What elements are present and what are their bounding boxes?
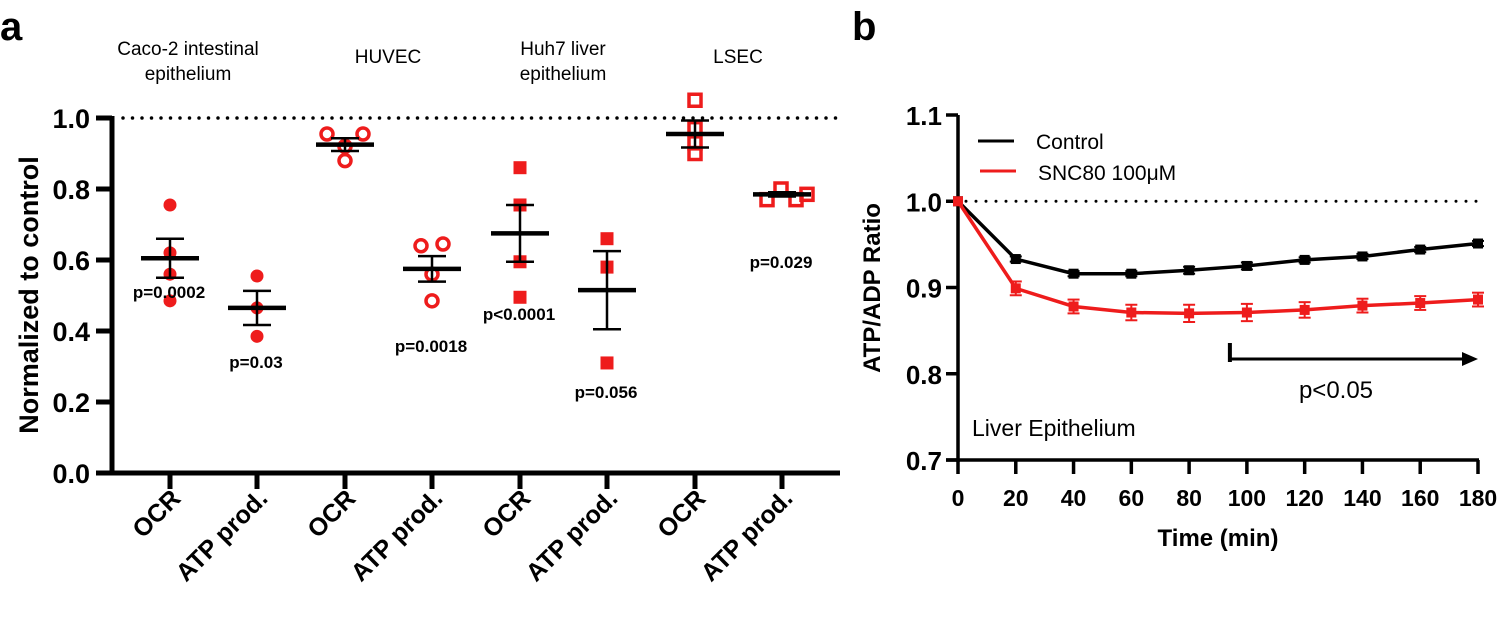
y-tick-label: 0.0 — [52, 459, 90, 489]
group-title: Huh7 liver — [520, 39, 606, 60]
x-tick-label: 0 — [952, 485, 965, 511]
y-tick-label: 0.8 — [906, 360, 942, 390]
data-point — [953, 196, 963, 207]
x-tick-label: OCR — [127, 484, 186, 543]
data-point — [1357, 251, 1368, 262]
p-value-label: p<0.0001 — [483, 305, 555, 324]
x-tick-label: OCR — [477, 484, 536, 543]
p-value-label: p=0.0018 — [395, 337, 467, 356]
data-point — [1068, 301, 1079, 312]
data-point — [163, 294, 177, 308]
panel-b-chart: 0.7 0.8 0.9 1.0 1.1 0 20 40 60 80 100 120 140 160 180 — [906, 101, 1497, 511]
y-tick-label: 0.2 — [52, 388, 90, 418]
data-point — [355, 126, 371, 142]
data-point — [1126, 307, 1137, 318]
data-point — [1299, 304, 1310, 315]
x-tick-label: ATP prod. — [171, 484, 274, 587]
data-point — [1473, 238, 1483, 249]
data-point — [1010, 254, 1021, 265]
group-title: epithelium — [145, 64, 232, 85]
data-point — [337, 152, 353, 169]
x-tick-label: 120 — [1285, 485, 1323, 511]
group-title: Caco-2 intestinal — [117, 39, 259, 60]
data-point — [250, 329, 264, 343]
series-line — [956, 200, 1479, 316]
y-tick-label: 0.4 — [52, 317, 90, 347]
x-tick-label: 40 — [1061, 485, 1087, 511]
y-tick-label: 1.0 — [52, 104, 90, 134]
x-tick-label: ATP prod. — [346, 484, 449, 587]
group-title: HUVEC — [355, 47, 422, 68]
data-point — [319, 126, 335, 142]
data-point — [1010, 283, 1021, 294]
data-point — [1184, 265, 1195, 276]
y-tick-label: 0.8 — [52, 175, 90, 205]
p-value-label: p=0.029 — [750, 253, 813, 272]
y-tick-label: 1.0 — [906, 187, 942, 217]
x-tick-label: ATP prod. — [521, 484, 624, 587]
data-point — [424, 293, 440, 309]
x-tick-label: 160 — [1401, 485, 1439, 511]
x-tick-label: OCR — [652, 484, 711, 543]
data-point — [250, 269, 264, 283]
y-tick-label: 0.9 — [906, 274, 942, 304]
series-line — [956, 200, 1479, 276]
data-point — [1357, 300, 1368, 311]
data-point — [1068, 268, 1079, 279]
data-point — [513, 290, 527, 304]
data-point — [1473, 294, 1483, 305]
p-value-label: p=0.056 — [575, 383, 638, 402]
data-point — [1241, 307, 1252, 318]
y-tick-label: 1.1 — [906, 101, 942, 131]
panel-a-ylabel: Normalized to control — [14, 156, 44, 434]
x-tick-label: 140 — [1343, 485, 1381, 511]
data-point — [1415, 298, 1426, 309]
p-value-label: p=0.03 — [229, 353, 282, 372]
panel-b-ylabel: ATP/ADP Ratio — [859, 203, 886, 373]
p-value-label: p=0.0002 — [133, 283, 205, 302]
data-point — [1126, 268, 1137, 279]
data-point — [1299, 254, 1310, 265]
panel-a-label: a — [0, 5, 23, 49]
panel-note: Liver Epithelium — [972, 415, 1136, 441]
panel-b-xlabel: Time (min) — [1158, 525, 1279, 552]
legend-snc80-label: SNC80 100μM — [1038, 162, 1176, 185]
data-point — [513, 161, 527, 175]
x-tick-label: 180 — [1459, 485, 1497, 511]
x-tick-label: OCR — [302, 484, 361, 543]
x-tick-label: 20 — [1003, 485, 1029, 511]
group-title: LSEC — [713, 47, 763, 68]
data-point — [435, 236, 451, 252]
panel-b-label: b — [852, 5, 876, 49]
significance-label: p<0.05 — [1299, 377, 1373, 404]
data-point — [163, 198, 177, 212]
data-point — [1184, 308, 1195, 319]
y-tick-label: 0.7 — [906, 446, 942, 476]
y-tick-label: 0.6 — [52, 246, 90, 276]
data-point — [600, 356, 614, 370]
significance-arrowhead — [1462, 352, 1478, 366]
x-tick-label: ATP prod. — [696, 484, 799, 587]
group-title: epithelium — [520, 64, 607, 85]
x-tick-label: 100 — [1228, 485, 1266, 511]
x-tick-label: 60 — [1119, 485, 1145, 511]
data-point — [1415, 244, 1426, 255]
x-tick-label: 80 — [1176, 485, 1202, 511]
legend-control-label: Control — [1036, 131, 1104, 154]
data-point — [600, 232, 614, 246]
data-point — [413, 238, 429, 254]
data-point — [687, 92, 703, 108]
data-point — [1241, 260, 1252, 271]
